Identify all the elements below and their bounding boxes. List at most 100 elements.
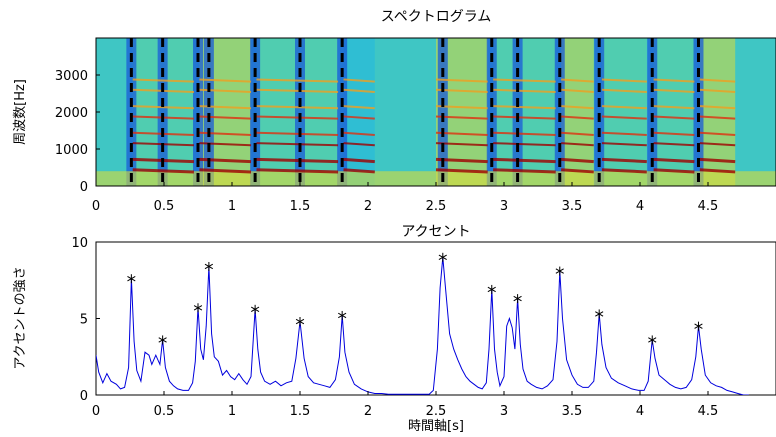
spectrogram-onset-gap xyxy=(250,38,261,186)
spectrogram-harmonic xyxy=(561,131,594,136)
spectrogram-harmonic xyxy=(493,168,556,174)
spectrogram-harmonic xyxy=(493,131,556,136)
accent-peak-marker xyxy=(127,274,136,284)
spectrogram-harmonic xyxy=(699,157,736,164)
spectrogram-harmonic xyxy=(493,157,556,164)
accent-x-tick-label: 2 xyxy=(364,404,372,419)
spectrogram-harmonic xyxy=(493,115,556,120)
spectrogram-harmonic xyxy=(653,142,695,147)
spectrogram-y-label: 周波数[Hz] xyxy=(13,79,28,145)
spectrogram-harmonic xyxy=(601,105,647,110)
spectrogram-harmonic xyxy=(699,142,736,147)
spectrogram-harmonic xyxy=(699,78,736,83)
spectrogram-harmonic xyxy=(601,131,647,136)
spectrogram-harmonic xyxy=(493,78,556,83)
spectrogram-harmonic xyxy=(132,78,194,83)
spectrogram-x-tick-label: 2 xyxy=(364,199,372,214)
accent-x-tick-label: 4 xyxy=(636,404,644,419)
beat-markers xyxy=(129,38,700,186)
spectrogram-harmonic xyxy=(435,157,488,164)
accent-peak-marker xyxy=(555,266,564,276)
spectrogram-y-tick-label: 3000 xyxy=(55,69,88,84)
spectrogram-harmonic xyxy=(435,142,488,147)
spectrogram-harmonic xyxy=(561,115,594,120)
spectrogram-harmonic xyxy=(435,78,488,83)
spectrogram-harmonic xyxy=(601,168,647,174)
spectrogram-onset-gap xyxy=(512,38,523,186)
spectrogram-harmonic xyxy=(699,131,736,136)
spectrogram-voiced-region xyxy=(343,38,375,186)
spectrogram-x-tick-label: 1.5 xyxy=(290,199,311,214)
accent-x-label: 時間軸[s] xyxy=(408,419,464,434)
spectrogram-harmonic xyxy=(256,105,339,110)
spectrogram-harmonic xyxy=(256,78,339,83)
spectrogram-harmonic xyxy=(256,88,339,94)
spectrogram-harmonic xyxy=(435,168,488,174)
spectrogram-onset-gap xyxy=(437,38,448,186)
spectrogram-title: スペクトログラム xyxy=(381,9,492,25)
spectrogram-harmonic xyxy=(256,168,339,174)
spectrogram-harmonic xyxy=(199,168,252,174)
spectrogram-harmonic xyxy=(601,78,647,83)
spectrogram-harmonic xyxy=(435,115,488,120)
accent-x-tick-label: 0.5 xyxy=(154,404,175,419)
accent-x-tick-label: 0 xyxy=(92,404,100,419)
accent-x-tick-label: 3 xyxy=(500,404,508,419)
spectrogram-harmonic xyxy=(256,115,339,120)
accent-plot-area xyxy=(96,252,749,395)
spectrogram-onset-gap xyxy=(486,38,497,186)
accent-y-tick-label: 10 xyxy=(71,236,88,251)
spectrogram-onset-gap xyxy=(203,38,214,186)
spectrogram-voiced-region xyxy=(653,38,695,186)
accent-peak-marker xyxy=(338,310,347,320)
accent-x-tick-label: 1.5 xyxy=(290,404,311,419)
spectrogram-y-ticks: 0 1000 2000 3000 xyxy=(55,69,100,195)
spectrogram-panel: スペクトログラム 0 0.5 1 1.5 2 2.5 3 3.5 4 4.5 0 1000 2000 3… xyxy=(13,9,776,214)
accent-peak-marker xyxy=(295,317,305,327)
spectrogram-harmonic xyxy=(653,157,695,164)
spectrogram-harmonic xyxy=(653,105,695,110)
spectrogram-onset-gap xyxy=(295,38,305,186)
spectrogram-harmonic xyxy=(256,157,339,164)
spectrogram-harmonic xyxy=(561,105,594,110)
spectrogram-harmonic xyxy=(653,131,695,136)
accent-x-ticks: 0 0.5 1 1.5 2 2.5 3 3.5 4 4.5 xyxy=(92,391,718,419)
spectrogram-image xyxy=(96,38,776,186)
spectrogram-harmonic xyxy=(343,115,375,120)
spectrogram-harmonic xyxy=(343,131,375,136)
accent-peak-marker xyxy=(158,335,167,345)
spectrogram-harmonic xyxy=(493,142,556,147)
spectrogram-onset-gap xyxy=(193,38,203,186)
spectrogram-harmonic xyxy=(601,115,647,120)
spectrogram-harmonic xyxy=(699,88,736,94)
spectrogram-harmonic xyxy=(132,105,194,110)
spectrogram-voiced-region xyxy=(561,38,594,186)
spectrogram-harmonic xyxy=(132,168,194,174)
spectrogram-harmonic xyxy=(493,105,556,110)
spectrogram-voiced-region xyxy=(601,38,647,186)
accent-peak-marker xyxy=(648,335,657,345)
spectrogram-harmonic xyxy=(343,157,375,164)
spectrogram-harmonic xyxy=(601,88,647,94)
accent-x-tick-label: 3.5 xyxy=(562,404,583,419)
accent-y-tick-label: 0 xyxy=(80,389,88,404)
spectrogram-harmonic xyxy=(199,78,252,83)
spectrogram-x-tick-label: 0 xyxy=(92,199,100,214)
accent-peak-marker xyxy=(438,252,447,262)
accent-y-label: アクセントの強さ xyxy=(13,266,28,369)
spectrogram-voiced-region xyxy=(493,38,556,186)
spectrogram-x-ticks: 0 0.5 1 1.5 2 2.5 3 3.5 4 4.5 xyxy=(92,182,718,214)
spectrogram-harmonic xyxy=(343,88,375,94)
spectrogram-harmonic xyxy=(601,157,647,164)
spectrogram-x-tick-label: 3 xyxy=(500,199,508,214)
spectrogram-low-band xyxy=(96,171,776,186)
accent-title: アクセント xyxy=(401,224,470,240)
spectrogram-onset-gap xyxy=(554,38,565,186)
accent-x-tick-label: 2.5 xyxy=(426,404,447,419)
spectrogram-x-tick-label: 2.5 xyxy=(426,199,447,214)
spectrogram-harmonic xyxy=(561,157,594,164)
spectrogram-harmonic xyxy=(699,115,736,120)
accent-y-tick-label: 5 xyxy=(80,313,88,328)
spectrogram-harmonic xyxy=(343,78,375,83)
spectrogram-voiced-region xyxy=(699,38,736,186)
